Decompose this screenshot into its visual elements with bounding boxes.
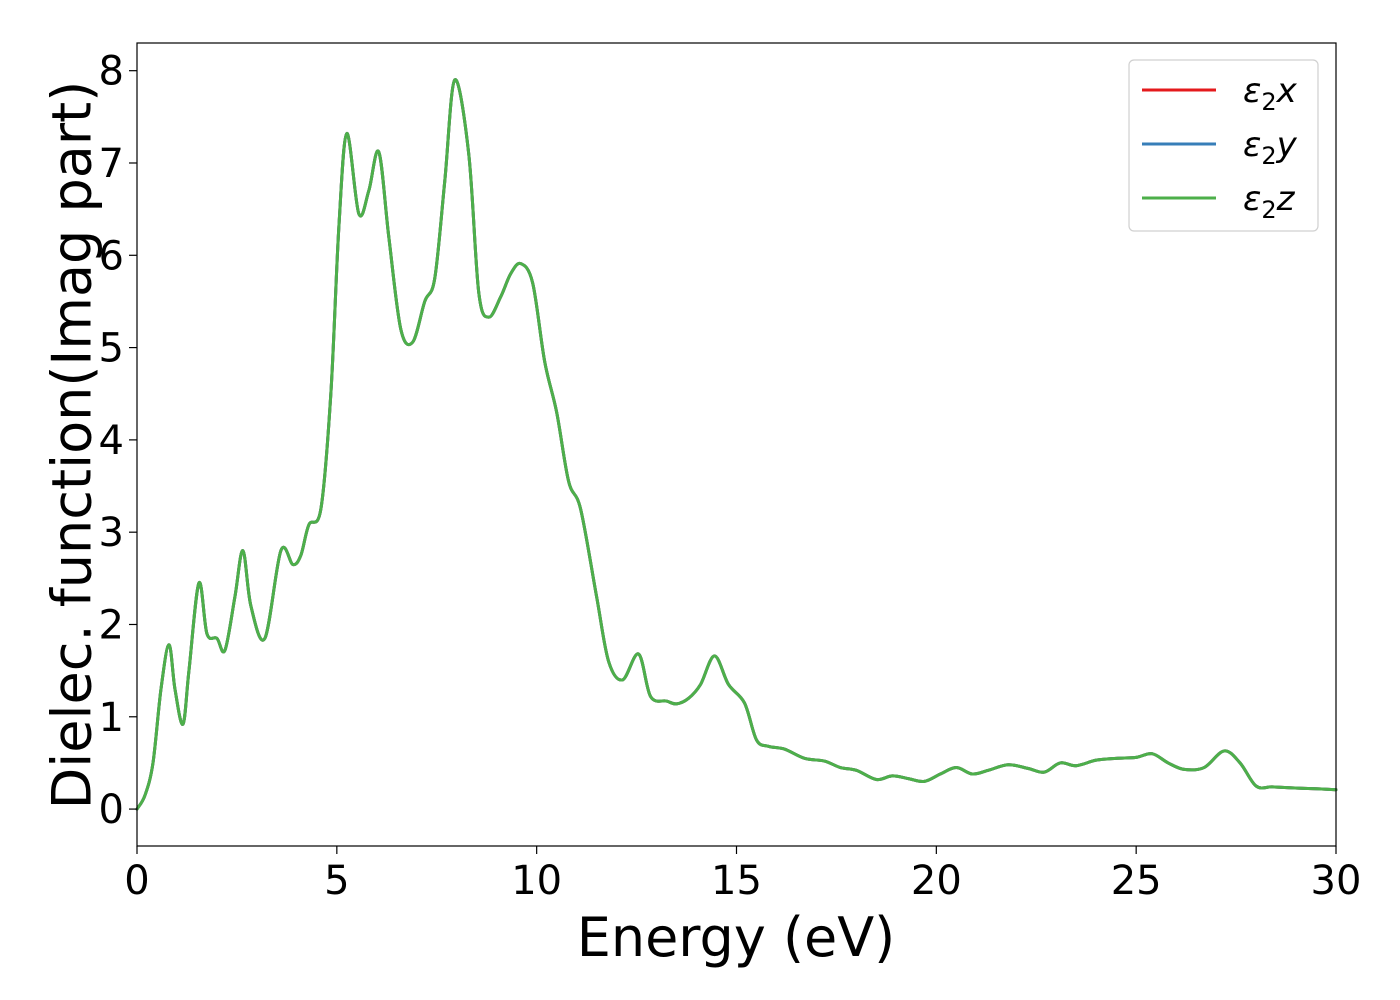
y-axis: 0 1 2 3 4 5 6 7 8 [99, 49, 137, 833]
y-tick-label: 0 [99, 787, 124, 833]
legend-frame [1128, 59, 1319, 232]
x-axis-label: Energy (eV) [577, 906, 896, 969]
y-tick-label: 4 [99, 418, 124, 464]
legend-label-x: ε2x [1243, 71, 1298, 116]
y-tick-label: 2 [99, 602, 124, 648]
y-tick-label: 8 [99, 49, 124, 95]
x-tick-label: 25 [1111, 858, 1162, 904]
y-tick-label: 1 [99, 695, 124, 741]
y-tick-label: 5 [99, 326, 124, 372]
x-tick-label: 20 [911, 858, 962, 904]
series-line-z [135, 78, 1338, 811]
y-tick-label: 6 [99, 233, 124, 279]
x-tick-label: 15 [711, 858, 762, 904]
y-tick-label: 3 [99, 510, 124, 556]
series-layer [135, 78, 1338, 811]
x-tick-label: 5 [324, 858, 349, 904]
x-tick-label: 30 [1311, 858, 1362, 904]
x-tick-label: 10 [511, 858, 562, 904]
y-tick-label: 7 [99, 141, 124, 187]
legend-label-z: ε2z [1243, 179, 1296, 224]
legend: ε2x ε2y ε2z [1128, 59, 1319, 232]
x-tick-label: 0 [124, 858, 149, 904]
y-axis-label: Dielec. function(Imag part) [41, 81, 104, 810]
x-axis: 0 5 10 15 20 25 30 [124, 846, 1361, 904]
legend-label-y: ε2y [1243, 125, 1298, 170]
